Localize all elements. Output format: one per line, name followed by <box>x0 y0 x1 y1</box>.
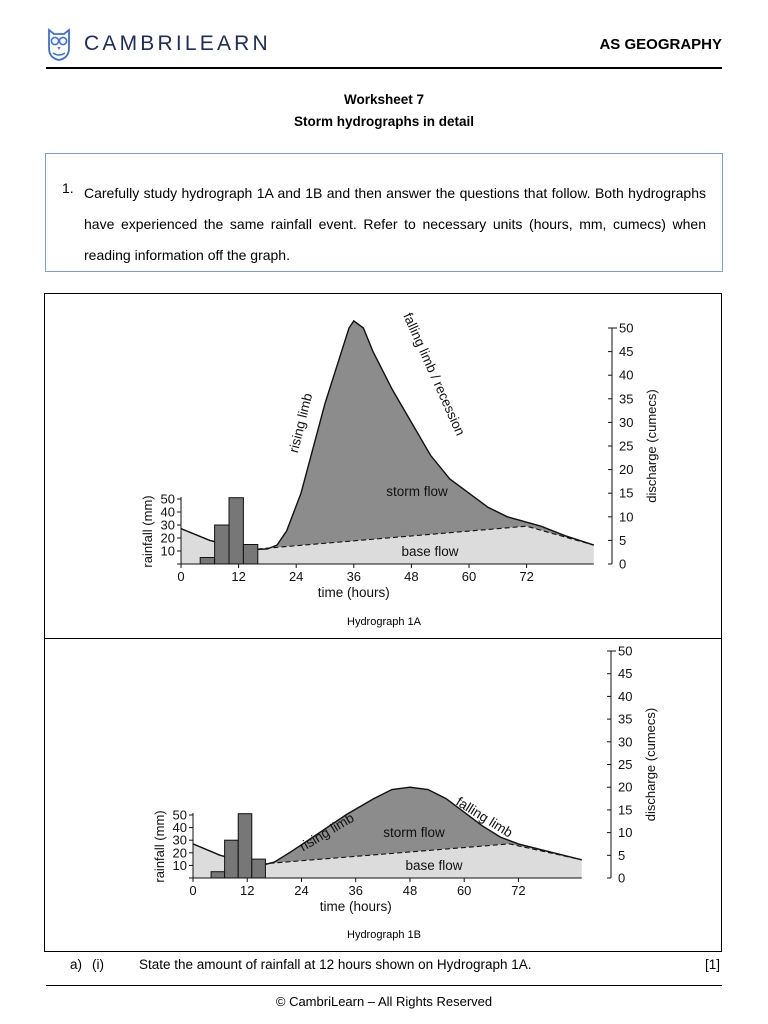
hydrograph-1b-rainfall-bar <box>251 858 266 879</box>
hydrograph-1b-x-tick-label: 36 <box>348 883 362 898</box>
caption-hydrograph-1b: Hydrograph 1B <box>347 929 421 941</box>
hydrograph-1a-discharge-tick-label: 40 <box>619 368 633 383</box>
hydrograph-1a-rainfall-tick-label: 50 <box>161 492 175 507</box>
hydrograph-1b-rainfall-bar <box>237 813 253 879</box>
hydrograph-1a-annotation-falling-limb: falling limb / recession <box>400 310 468 437</box>
worksheet-title: Worksheet 7 Storm hydrographs in detail <box>0 89 768 133</box>
question-a-row: a) (i) State the amount of rainfall at 1… <box>0 957 768 977</box>
hydrograph-1b-discharge-tick-label: 50 <box>618 644 632 659</box>
hydrograph-1b-discharge-tick-label: 30 <box>618 734 632 749</box>
hydrograph-1a-rainfall-tick-label: 30 <box>161 518 175 533</box>
hydrograph-1b-base-flow-area <box>193 843 582 878</box>
hydrograph-1b-rainfall-axis-title: rainfall (mm) <box>152 810 167 882</box>
hydrograph-1a-x-tick-label: 36 <box>347 569 361 584</box>
hydrograph-1a-rainfall-tick-label: 40 <box>161 505 175 520</box>
hydrograph-1a-storm-flow-area <box>181 320 594 550</box>
owl-logo-icon <box>48 28 70 61</box>
hydrograph-1b-discharge-tick-label: 45 <box>618 666 632 681</box>
hydrograph-1a-rainfall-bar <box>228 497 244 565</box>
hydrograph-1a-rainfall-bar <box>199 557 216 565</box>
worksheet-topic: Storm hydrographs in detail <box>293 114 475 129</box>
header: CAMBRILEARN AS GEOGRAPHY <box>46 22 722 68</box>
hydrograph-1b-rainfall-bar <box>224 839 239 879</box>
hydrograph-1b-rainfall-tick-label: 40 <box>173 820 187 835</box>
question-box: 1. Carefully study hydrograph 1A and 1B … <box>45 153 723 272</box>
hydrograph-1a-base-flow-area <box>181 526 594 564</box>
question-a-text: State the amount of rainfall at 12 hours… <box>139 957 532 972</box>
hydrograph-1a-storm-hydrograph-line <box>180 319 595 551</box>
hydrograph-1b-rainfall-tick-label: 30 <box>173 833 187 848</box>
hydrograph-1b-discharge-axis-title: discharge (cumecs) <box>643 708 658 821</box>
hydrograph-1a-x-tick-label: 60 <box>462 569 476 584</box>
hydrograph-1a-discharge-tick-label: 0 <box>619 557 626 572</box>
hydrograph-1a-rainfall-bar <box>242 544 259 565</box>
hydrograph-1b-x-axis-title: time (hours) <box>320 899 392 914</box>
hydrograph-1b-discharge-tick-label: 35 <box>618 712 632 727</box>
hydrograph-1b-discharge-tick-label: 40 <box>618 689 632 704</box>
hydrograph-1b-discharge-tick-label: 5 <box>618 848 625 863</box>
hydrograph-1a-discharge-tick-label: 50 <box>619 321 633 336</box>
hydrograph-1a-rainfall-bar <box>214 524 230 565</box>
subject-label: AS GEOGRAPHY <box>599 36 722 53</box>
hydrograph-1b-x-tick-label: 12 <box>240 883 254 898</box>
question-number: 1. <box>62 180 74 196</box>
hydrograph-1b-discharge-tick-label: 0 <box>618 871 625 886</box>
hydrograph-1a-annotation-base-flow: base flow <box>401 544 458 559</box>
hydrograph-1b-x-tick-label: 48 <box>403 883 417 898</box>
hydrograph-1a-x-tick-label: 72 <box>519 569 533 584</box>
hydrograph-1b-discharge-tick-label: 25 <box>618 757 632 772</box>
worksheet-number: Worksheet 7 <box>343 92 425 107</box>
footer-divider <box>46 985 722 986</box>
question-a-marks: [1] <box>704 957 720 972</box>
question-text: Carefully study hydrograph 1A and 1B and… <box>84 185 706 263</box>
hydrograph-1b-discharge-tick-label: 20 <box>618 780 632 795</box>
hydrograph-1b-annotation-base-flow: base flow <box>405 858 462 873</box>
caption-hydrograph-1a: Hydrograph 1A <box>347 616 421 628</box>
hydrograph-1b-discharge-tick-label: 15 <box>618 802 632 817</box>
hydrograph-1a-discharge-tick-label: 30 <box>619 415 633 430</box>
figure-divider <box>45 638 721 639</box>
hydrograph-1a-discharge-tick-label: 35 <box>619 391 633 406</box>
hydrograph-1b-rainfall-bar <box>210 871 226 879</box>
hydrograph-1b-x-tick-label: 72 <box>511 883 525 898</box>
hydrograph-1b-x-tick-label: 60 <box>457 883 471 898</box>
hydrograph-1a-discharge-axis-title: discharge (cumecs) <box>644 389 659 502</box>
hydrograph-1a-x-tick-label: 12 <box>231 569 245 584</box>
brand-name: CAMBRILEARN <box>84 32 271 55</box>
hydrograph-figure: 0 12 24 36 48 60 72 time (hours) 10 20 30 40 50 rainf… <box>44 293 722 952</box>
hydrograph-1a-base-flow-separation-line <box>180 525 594 551</box>
hydrograph-1a-x-tick-label: 48 <box>404 569 418 584</box>
brand[interactable]: CAMBRILEARN <box>46 26 271 62</box>
hydrograph-1a-x-axis-title: time (hours) <box>318 585 390 600</box>
hydrograph-1b-x-tick-label: 0 <box>189 883 196 898</box>
hydrograph-1a-discharge-tick-label: 15 <box>619 486 633 501</box>
hydrograph-1a-annotation-storm-flow: storm flow <box>386 484 448 499</box>
hydrograph-1b-rainfall-tick-label: 10 <box>173 858 187 873</box>
hydrograph-1b-storm-flow-area <box>193 787 582 865</box>
header-divider <box>46 67 722 69</box>
hydrograph-1a-rainfall-tick-label: 20 <box>161 531 175 546</box>
hydrograph-1b-rainfall-tick-label: 50 <box>173 808 187 823</box>
hydrograph-1b-annotation-storm-flow: storm flow <box>383 825 445 840</box>
hydrograph-1b-rainfall-tick-label: 20 <box>173 845 187 860</box>
hydrograph-1a-discharge-tick-label: 25 <box>619 439 633 454</box>
hydrograph-1a-rainfall-tick-label: 10 <box>161 544 175 559</box>
hydrograph-1a-rainfall-axis-title: rainfall (mm) <box>140 495 155 567</box>
question-a-sub-label: (i) <box>92 957 104 972</box>
question-a-label: a) <box>70 957 83 972</box>
hydrograph-1a-discharge-tick-label: 10 <box>619 509 633 524</box>
hydrograph-1a-discharge-tick-label: 45 <box>619 344 633 359</box>
hydrograph-1a-discharge-tick-label: 20 <box>619 462 633 477</box>
hydrograph-1b-x-tick-label: 24 <box>294 883 308 898</box>
hydrograph-1b-discharge-tick-label: 10 <box>618 825 632 840</box>
footer-copyright: © CambriLearn – All Rights Reserved <box>275 994 493 1009</box>
hydrograph-1a-x-tick-label: 0 <box>177 569 184 584</box>
hydrograph-1a-x-tick-label: 24 <box>289 569 303 584</box>
hydrograph-1a-discharge-tick-label: 5 <box>619 533 626 548</box>
hydrograph-1a-annotation-rising-limb: rising limb <box>286 392 315 455</box>
